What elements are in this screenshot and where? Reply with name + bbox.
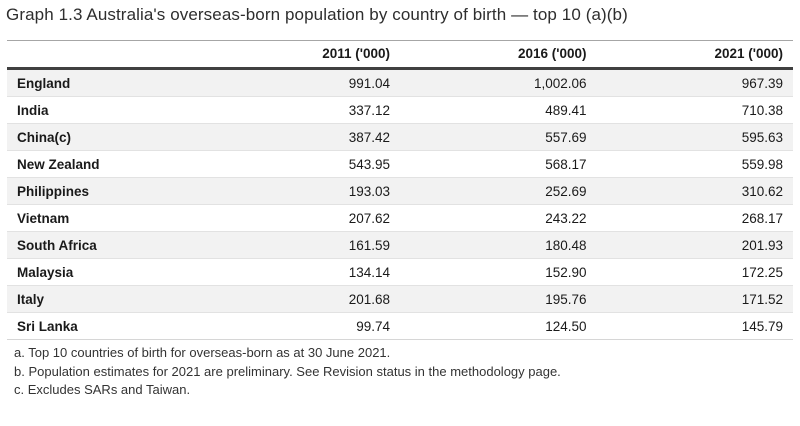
value-cell: 967.39 [741,75,783,91]
value-cell: 180.48 [545,237,587,253]
value-cell: 195.76 [545,291,587,307]
column-header-2021: 2021 ('000) [714,46,783,61]
value-cell: 268.17 [741,210,783,226]
population-table: 2011 ('000) 2016 ('000) 2021 ('000) Engl… [7,40,793,340]
table-row: South Africa 161.59 180.48 201.93 [7,231,793,259]
value-cell: 991.04 [348,75,390,91]
value-cell: 557.69 [545,129,587,145]
country-cell: Malaysia [17,264,74,280]
value-cell: 99.74 [356,318,390,334]
table-header: 2011 ('000) 2016 ('000) 2021 ('000) [7,40,793,69]
value-cell: 161.59 [348,237,390,253]
table-row: China(c) 387.42 557.69 595.63 [7,123,793,151]
country-cell: Italy [17,291,45,307]
table-row: Vietnam 207.62 243.22 268.17 [7,204,793,232]
footnote-a: a. Top 10 countries of birth for oversea… [14,345,391,360]
table-row: Sri Lanka 99.74 124.50 145.79 [7,312,793,340]
value-cell: 387.42 [348,129,390,145]
table-row: Malaysia 134.14 152.90 172.25 [7,258,793,286]
page-title: Graph 1.3 Australia's overseas-born popu… [6,5,628,24]
table-row: Philippines 193.03 252.69 310.62 [7,177,793,205]
value-cell: 243.22 [545,210,587,226]
value-cell: 568.17 [545,156,587,172]
table-body: England 991.04 1,002.06 967.39 India 337… [7,68,793,340]
table-row: New Zealand 543.95 568.17 559.98 [7,150,793,178]
value-cell: 543.95 [348,156,390,172]
value-cell: 152.90 [545,264,587,280]
footnote-b: b. Population estimates for 2021 are pre… [14,363,561,379]
corner-cell [7,41,204,69]
country-cell: Vietnam [17,210,70,226]
value-cell: 595.63 [741,129,783,145]
value-cell: 1,002.06 [533,75,587,91]
value-cell: 559.98 [741,156,783,172]
page: Graph 1.3 Australia's overseas-born popu… [0,5,800,426]
value-cell: 710.38 [741,102,783,118]
value-cell: 310.62 [741,183,783,199]
country-cell: India [17,102,49,118]
header-row: 2011 ('000) 2016 ('000) 2021 ('000) [7,40,793,69]
column-header-2011: 2011 ('000) [322,46,390,61]
value-cell: 252.69 [545,183,587,199]
footnote-c: c. Excludes SARs and Taiwan. [14,382,191,397]
country-cell: England [17,75,71,91]
value-cell: 124.50 [545,318,587,334]
column-header-2016: 2016 ('000) [517,46,587,61]
country-cell: New Zealand [17,156,100,172]
table-row: Italy 201.68 195.76 171.52 [7,285,793,313]
footnotes: a. Top 10 countries of birth for oversea… [14,344,792,400]
value-cell: 201.93 [741,237,783,253]
table-row: India 337.12 489.41 710.38 [7,96,793,124]
country-cell: China(c) [17,129,71,145]
value-cell: 201.68 [348,291,390,307]
value-cell: 134.14 [348,264,390,280]
value-cell: 489.41 [545,102,587,118]
value-cell: 145.79 [741,318,783,334]
value-cell: 207.62 [348,210,390,226]
table-row: England 991.04 1,002.06 967.39 [7,68,793,97]
country-cell: Sri Lanka [17,318,78,334]
value-cell: 172.25 [741,264,783,280]
country-cell: South Africa [17,237,97,253]
value-cell: 171.52 [741,291,783,307]
country-cell: Philippines [17,183,90,199]
value-cell: 337.12 [348,102,390,118]
value-cell: 193.03 [348,183,390,199]
